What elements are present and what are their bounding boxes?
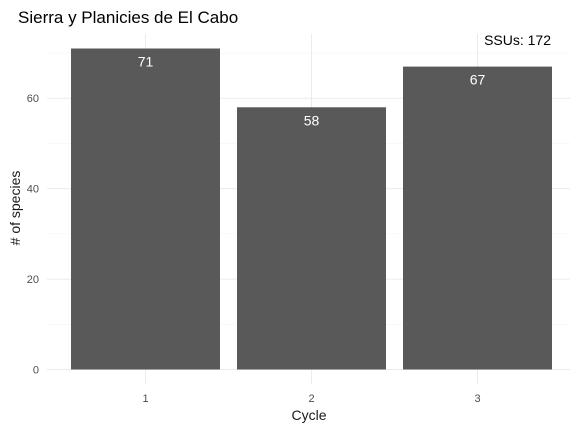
y-tick-label: 20 (27, 274, 39, 286)
y-axis-ticks: 0 20 40 60 (27, 93, 39, 376)
x-tick-label: 2 (308, 393, 314, 405)
x-axis-ticks: 1 2 3 (142, 393, 480, 405)
x-tick-label: 3 (474, 393, 480, 405)
x-tick-label: 1 (142, 393, 148, 405)
bar-value-label: 58 (304, 112, 320, 128)
x-axis-title: Cycle (291, 407, 326, 423)
bar (71, 49, 220, 370)
bar (237, 107, 386, 369)
y-tick-label: 60 (27, 93, 39, 105)
chart-title: Sierra y Planicies de El Cabo (18, 8, 238, 27)
y-tick-label: 40 (27, 184, 39, 196)
bar-value-label: 71 (138, 54, 154, 70)
bar (403, 67, 552, 370)
y-axis-title: # of species (7, 171, 23, 246)
y-tick-label: 0 (33, 365, 39, 377)
ssu-annotation: SSUs: 172 (484, 32, 551, 48)
bar-value-label: 67 (470, 72, 486, 88)
